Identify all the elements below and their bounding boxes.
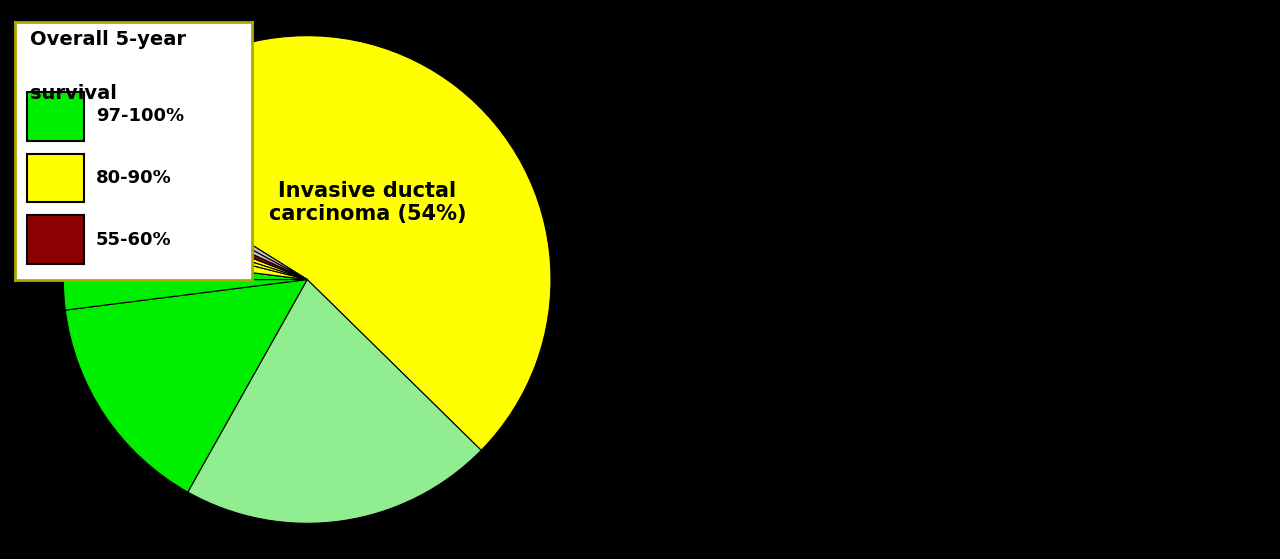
Text: survival: survival (29, 84, 116, 103)
Wedge shape (86, 163, 307, 280)
Text: 80-90%: 80-90% (96, 169, 172, 187)
Text: Invasive ductal
carcinoma (54%): Invasive ductal carcinoma (54%) (269, 181, 466, 225)
Bar (27, 215, 84, 264)
Text: Overall 5-year: Overall 5-year (29, 30, 186, 49)
Wedge shape (65, 280, 307, 492)
Wedge shape (65, 220, 307, 280)
Wedge shape (70, 205, 307, 280)
Wedge shape (64, 249, 307, 280)
Wedge shape (76, 191, 307, 280)
Wedge shape (64, 280, 307, 310)
Text: 55-60%: 55-60% (96, 231, 172, 249)
Bar (27, 154, 84, 202)
Wedge shape (100, 36, 550, 451)
Bar (27, 92, 84, 141)
Wedge shape (188, 280, 481, 523)
Text: 97-100%: 97-100% (96, 107, 184, 125)
Wedge shape (81, 177, 307, 280)
Wedge shape (93, 150, 307, 280)
